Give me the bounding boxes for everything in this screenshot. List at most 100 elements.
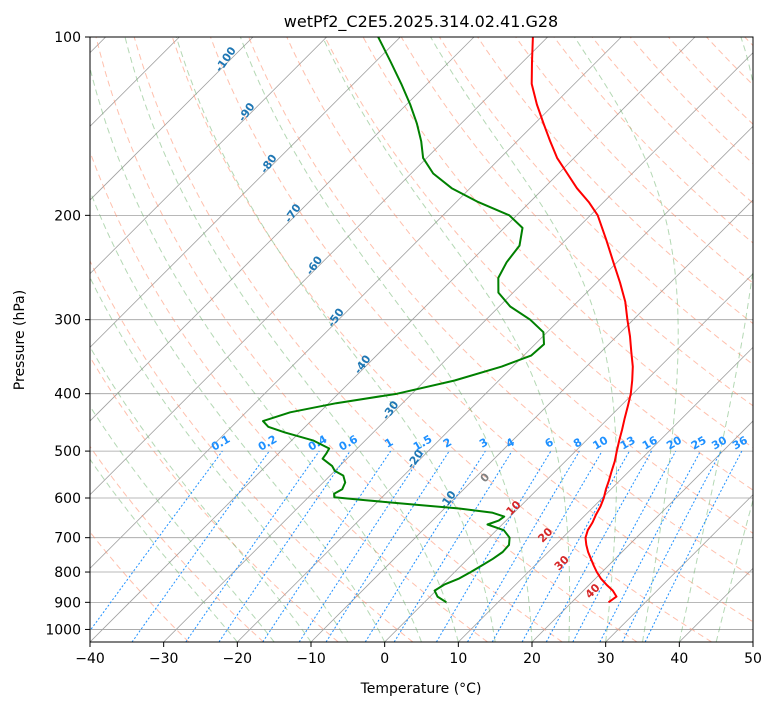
dry-adiabat-label: -90 <box>236 100 258 124</box>
isotherm-line <box>679 567 753 642</box>
mixing-ratio-line <box>545 450 653 642</box>
dry-adiabat-line <box>90 259 414 642</box>
y-tick-label: 100 <box>54 30 81 46</box>
x-tick-label: 20 <box>523 651 541 667</box>
dry-adiabat-line <box>668 37 753 125</box>
plot-frame <box>89 36 754 643</box>
x-tick-label: 10 <box>449 651 467 667</box>
temperature-line <box>530 37 634 604</box>
y-tick-label: 200 <box>54 208 81 224</box>
y-tick-label: 1000 <box>45 622 81 638</box>
dry-adiabat-line <box>515 37 753 284</box>
profile-lines <box>262 37 634 604</box>
isotherm-line <box>90 37 401 348</box>
dry-adiabat-line <box>90 531 190 642</box>
line-labels: 0.1 0.2 0.4 0.6 1 1.5 2 3 4 6 8 10 13 16 20 25 30 36-100-… <box>209 44 750 601</box>
x-tick-label: −30 <box>149 651 179 667</box>
isotherm-line <box>531 420 753 642</box>
moist-adiabat-line <box>90 189 386 642</box>
dry-adiabat-label: -100 <box>212 44 239 74</box>
y-axis-label: Pressure (hPa) <box>12 290 28 390</box>
isotherm-line <box>90 37 696 642</box>
mixing-ratio-line <box>521 450 630 642</box>
moist-adiabat-line <box>90 65 422 642</box>
mixing-ratio-label: 30 <box>709 433 729 452</box>
mixing-ratio-label: 1 <box>382 436 395 451</box>
mixing-ratio-line <box>644 450 743 642</box>
isotherm-line <box>605 494 753 642</box>
isotherm-line <box>163 52 753 642</box>
chart-title: wetPf2_C2E5.2025.314.02.41.G28 <box>284 12 558 32</box>
mixing-ratio-line <box>218 450 351 642</box>
x-tick-label: 30 <box>597 651 615 667</box>
y-tick-label: 600 <box>54 491 81 507</box>
mixing-ratio-label: 10 <box>591 433 611 452</box>
isotherm-line <box>90 37 327 275</box>
dry-adiabat-line <box>95 37 563 642</box>
moist-adiabat-line <box>90 276 349 642</box>
mixing-ratio-label: 0.2 <box>256 433 279 454</box>
x-tick-label: 40 <box>670 651 688 667</box>
isotherm-line <box>237 125 753 642</box>
mixing-ratio-line <box>599 450 701 642</box>
moist-adiabat-line <box>678 37 753 642</box>
isotherm-line <box>752 641 753 642</box>
moist-adiabat-line <box>715 498 753 642</box>
mixing-ratio-line <box>364 450 486 642</box>
isotherm-line <box>90 37 622 569</box>
dry-adiabat-line <box>90 150 488 642</box>
mixing-ratio-line <box>90 450 223 632</box>
mixing-ratio-line <box>393 450 513 642</box>
mixing-ratio-label: 6 <box>543 435 556 450</box>
moist-adiabat-line <box>90 405 275 642</box>
dry-adiabat-label: -30 <box>379 398 401 422</box>
moist-adiabat-label: 0 <box>478 470 493 485</box>
isotherm-line <box>90 37 254 201</box>
dry-adiabat-label: -70 <box>282 201 304 225</box>
y-axis: 100 200 300 400 500 600 700 800 900 1000 <box>45 30 90 638</box>
moist-adiabat-line <box>90 458 238 642</box>
dry-adiabat-line <box>286 37 753 534</box>
y-tick-label: 800 <box>54 565 81 581</box>
dry-adiabat-line <box>210 37 753 623</box>
mixing-ratio-label: 0.1 <box>209 433 232 454</box>
x-axis-label: Temperature (°C) <box>360 681 482 697</box>
dewpoint-line <box>262 37 545 604</box>
isotherm-line <box>90 37 548 496</box>
background-lines <box>90 37 753 642</box>
x-tick-label: −20 <box>223 651 253 667</box>
dry-adiabat-line <box>248 37 753 578</box>
mixing-ratio-line <box>572 450 677 642</box>
x-axis: −40 −30 −20 −10 0 10 20 30 40 50 <box>75 642 762 667</box>
mixing-ratio-line <box>298 450 425 642</box>
isotherm-line <box>90 37 475 422</box>
dry-adiabat-label: -60 <box>303 253 325 277</box>
x-tick-label: 0 <box>380 651 389 667</box>
y-tick-label: 400 <box>54 387 81 403</box>
dry-adiabat-line <box>744 37 753 47</box>
y-tick-label: 900 <box>54 595 81 611</box>
mixing-ratio-line <box>491 450 603 642</box>
mixing-ratio-label: 20 <box>664 433 684 452</box>
y-tick-label: 300 <box>54 313 81 329</box>
moist-adiabat-label: 20 <box>535 525 555 545</box>
y-tick-label: 500 <box>54 444 81 460</box>
mixing-ratio-line <box>621 450 722 642</box>
moist-adiabat-line <box>430 37 617 642</box>
mixing-ratio-label: 0.6 <box>337 432 361 453</box>
mixing-ratio-line <box>185 450 320 642</box>
dry-adiabat-line <box>90 445 264 642</box>
isotherm-line <box>384 273 753 642</box>
y-tick-label: 700 <box>54 531 81 547</box>
x-tick-label: 50 <box>744 651 762 667</box>
dry-adiabat-line <box>133 37 638 642</box>
dry-adiabat-line <box>171 37 712 642</box>
moist-adiabat-line <box>90 345 312 642</box>
x-tick-label: −40 <box>75 651 105 667</box>
mixing-ratio-line <box>435 450 552 642</box>
dry-adiabat-line <box>706 37 753 86</box>
moist-adiabat-line <box>239 37 533 642</box>
moist-adiabat-line <box>574 37 679 642</box>
moist-adiabat-line <box>322 37 571 642</box>
